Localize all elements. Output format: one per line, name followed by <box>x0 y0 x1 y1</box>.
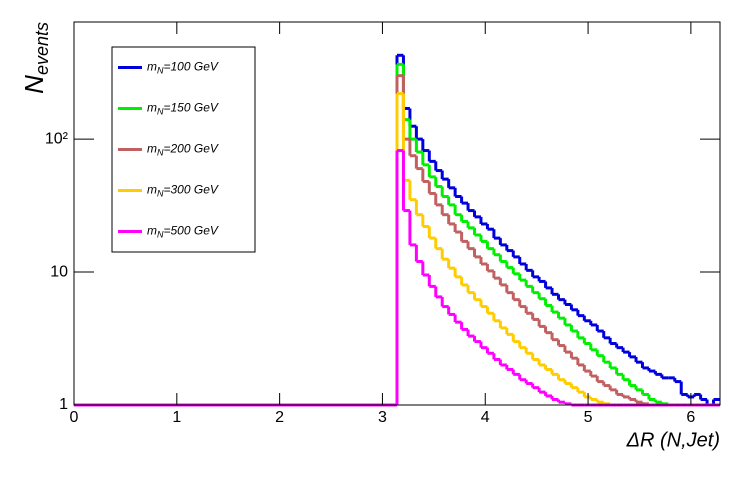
legend-label-rest: =100 GeV <box>164 60 219 74</box>
legend-label-main: m <box>147 60 157 74</box>
x-tick-label: 5 <box>584 409 593 426</box>
legend-label-rest: =300 GeV <box>164 183 219 197</box>
legend-label-rest: =200 GeV <box>164 142 219 156</box>
legend-label-rest: =500 GeV <box>164 224 219 238</box>
x-tick-label: 6 <box>686 409 695 426</box>
legend-label-sub: N <box>157 107 164 117</box>
legend-label: mN=500 GeV <box>147 224 219 240</box>
y-axis-label: Nevents <box>19 22 52 94</box>
legend-label: mN=150 GeV <box>147 101 219 117</box>
x-tick-label: 4 <box>481 409 490 426</box>
x-tick-label: 0 <box>70 409 79 426</box>
y-tick-label: 10² <box>45 130 69 147</box>
plot-frame <box>73 21 721 406</box>
y-axis-label-sub: events <box>32 22 52 75</box>
x-tick-label: 3 <box>378 409 387 426</box>
x-tick-label: 2 <box>275 409 284 426</box>
legend-label-sub: N <box>157 66 164 76</box>
y-tick-label: 1 <box>59 396 68 413</box>
legend-label-main: m <box>147 224 157 238</box>
legend-label: mN=100 GeV <box>147 60 219 76</box>
legend-label-sub: N <box>157 189 164 199</box>
legend-label-main: m <box>147 142 157 156</box>
legend-label: mN=300 GeV <box>147 183 219 199</box>
x-tick-label: 1 <box>172 409 181 426</box>
legend-label-main: m <box>147 183 157 197</box>
legend-label-sub: N <box>157 148 164 158</box>
legend-label-main: m <box>147 101 157 115</box>
y-tick-label: 10 <box>50 263 68 280</box>
legend-label: mN=200 GeV <box>147 142 219 158</box>
legend-label-sub: N <box>157 230 164 240</box>
y-axis-label-main: N <box>19 75 49 94</box>
x-axis-label: ΔR (N,Jet) <box>626 429 720 451</box>
legend-label-rest: =150 GeV <box>164 101 219 115</box>
